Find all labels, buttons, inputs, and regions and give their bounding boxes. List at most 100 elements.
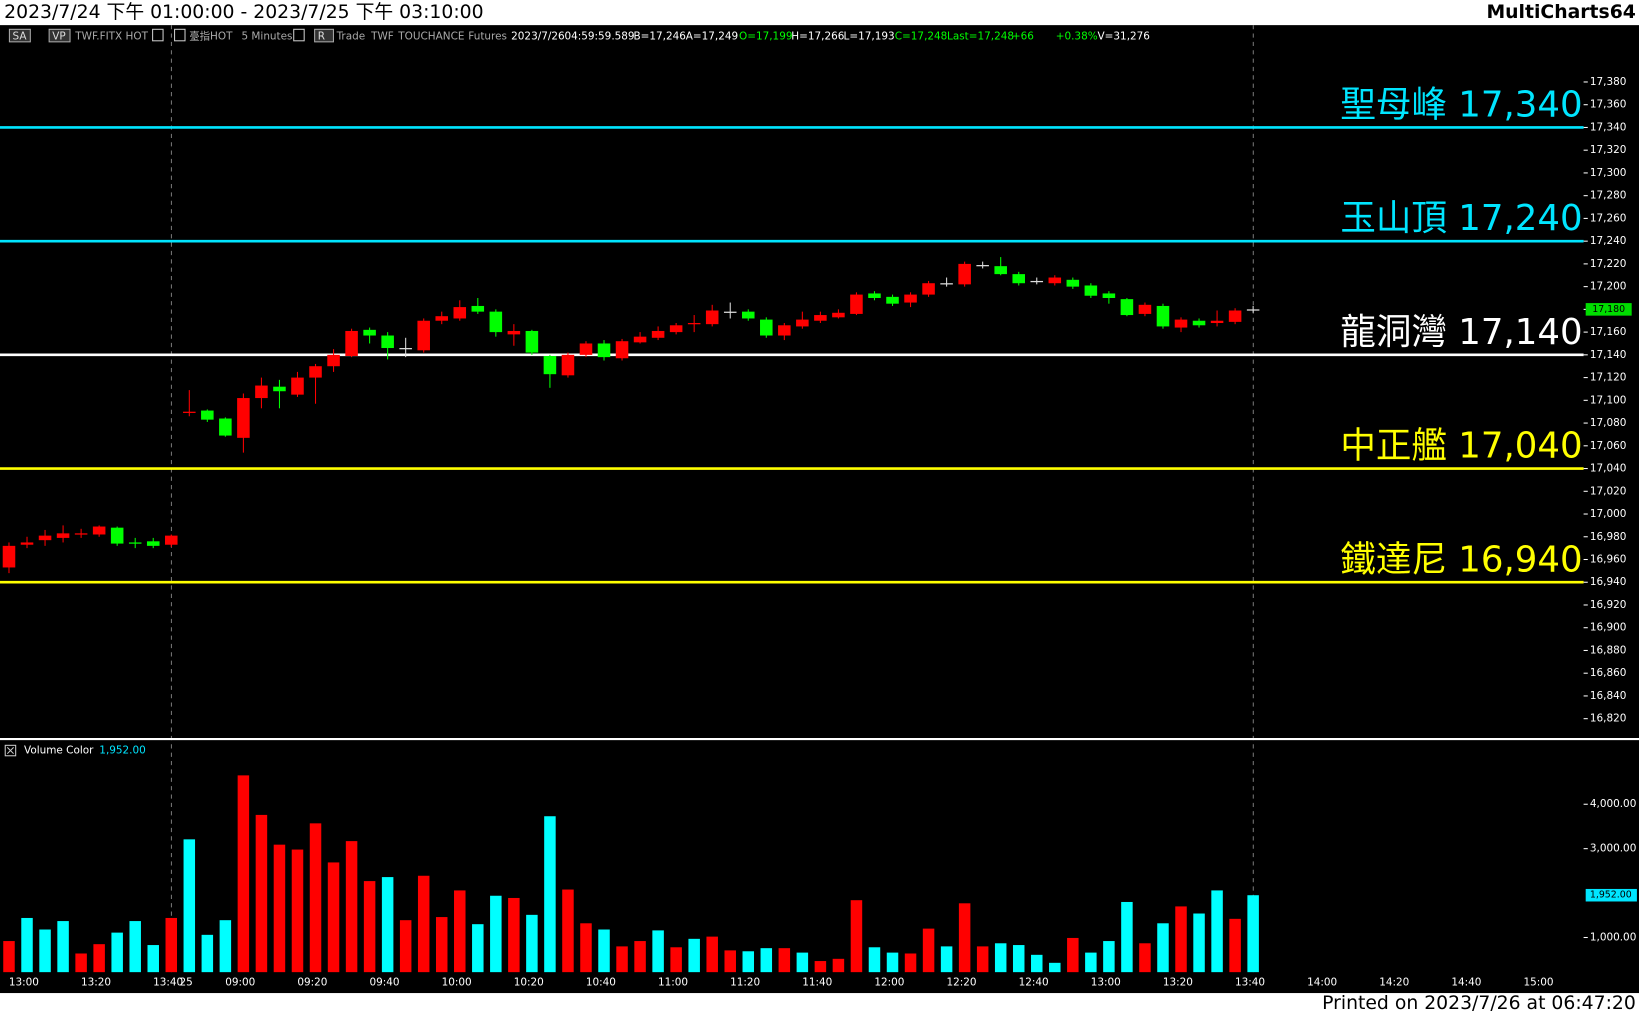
candle-body <box>1174 319 1188 328</box>
candle-body <box>1210 320 1224 324</box>
volume-bar <box>760 948 773 973</box>
candle-body <box>994 266 1007 275</box>
volume-bar <box>111 932 123 973</box>
candle-body <box>1156 305 1170 327</box>
level-label: 聖母峰 17,340 <box>1340 85 1582 126</box>
volume-bar <box>814 961 827 973</box>
volume-bar <box>345 841 358 973</box>
toolbar-text: B=17,246 <box>633 31 685 43</box>
toolbar-button[interactable] <box>48 28 71 43</box>
toolbar-text: Futures <box>468 31 507 43</box>
volume-bar <box>201 934 214 973</box>
level-label: 龍洞灣 17,140 <box>1340 312 1582 353</box>
volume-bar <box>562 889 574 973</box>
dropdown[interactable] <box>293 28 305 42</box>
x-tick-label: 11:40 <box>802 977 832 989</box>
volume-bar <box>417 875 430 973</box>
x-tick-label: 11:20 <box>730 977 760 989</box>
candle-body <box>417 320 430 351</box>
volume-bar <box>796 952 809 973</box>
x-tick-label: 12:40 <box>1019 977 1049 989</box>
x-tick-label: 09:40 <box>369 977 399 989</box>
volume-bar <box>435 917 448 973</box>
candle-body <box>615 341 629 359</box>
candle-body <box>543 355 557 375</box>
y-tick-label: 17,360 <box>1590 99 1627 111</box>
toolbar-text: A=17,249 <box>686 31 738 43</box>
candle-body <box>327 354 340 367</box>
volume-bar <box>39 929 51 973</box>
y-tick-label: 17,300 <box>1590 167 1627 179</box>
level-label: 玉山頂 17,240 <box>1340 198 1582 239</box>
close-icon[interactable] <box>4 744 17 757</box>
toolbar-text: 臺指HOT <box>189 30 233 43</box>
candle-body <box>669 325 683 333</box>
candle-body <box>579 343 593 355</box>
candle-body <box>525 330 539 353</box>
volume-bar <box>93 944 105 973</box>
toolbar: SA VP TWF.FITX HOT 臺指HOT 5 Minutes R Trade TWF T… <box>8 28 1150 43</box>
volume-bar <box>147 945 159 973</box>
volume-bar <box>1049 962 1061 973</box>
volume-bar <box>580 923 592 973</box>
volume-bar <box>616 946 628 973</box>
x-tick-label: 14:20 <box>1379 977 1409 989</box>
x-tick-label: 12:00 <box>874 977 904 989</box>
candle-body <box>760 319 773 336</box>
level-value: 17,340 <box>1458 85 1582 126</box>
toolbar-button[interactable] <box>314 28 334 43</box>
y-tick-label: 16,880 <box>1590 644 1627 656</box>
volume-bar <box>237 775 250 973</box>
x-tick-label: 10:00 <box>442 977 472 989</box>
last-value-box <box>1585 888 1637 902</box>
y-tick-label: 17,320 <box>1590 144 1627 156</box>
toolbar-text: V=31,276 <box>1098 31 1150 43</box>
y-tick-label: 17,080 <box>1590 417 1627 429</box>
x-tick-label: 13:00 <box>9 977 39 989</box>
x-tick-label: 10:40 <box>586 977 616 989</box>
candle-body <box>255 385 268 399</box>
level-value: 17,140 <box>1458 312 1582 353</box>
y-tick-label: 17,280 <box>1590 190 1627 202</box>
volume-bar <box>1175 906 1187 973</box>
level-value: 17,240 <box>1458 198 1582 239</box>
candle-body <box>1192 320 1206 326</box>
toolbar-text: 5 Minutes <box>241 31 292 43</box>
candle-body <box>201 410 214 420</box>
volume-bar <box>1031 954 1043 973</box>
y-tick-label: 16,820 <box>1590 713 1627 725</box>
app-name: MultiCharts64 <box>1486 2 1635 23</box>
candle-body <box>38 535 52 541</box>
candle-body <box>705 310 719 325</box>
toolbar-text: C=17,248 <box>895 31 948 43</box>
y-tick-label: 4,000.00 <box>1590 798 1636 810</box>
candle-body <box>219 418 232 436</box>
volume-bar <box>129 921 141 973</box>
volume-bar <box>454 890 466 973</box>
y-tick-label: 17,380 <box>1590 76 1627 88</box>
level-label: 中正艦 17,040 <box>1340 426 1582 467</box>
volume-bar <box>21 917 33 973</box>
x-tick-label: 13:40 <box>1235 977 1265 989</box>
dropdown[interactable] <box>174 28 186 42</box>
volume-bar <box>255 814 268 973</box>
y-tick-label: 17,100 <box>1590 394 1627 406</box>
level-value: 16,940 <box>1458 539 1582 580</box>
volume-bar <box>399 920 412 973</box>
candle-body <box>1084 285 1098 296</box>
toolbar-button[interactable] <box>8 28 31 43</box>
candle-body <box>814 315 827 321</box>
candle-body <box>237 398 250 438</box>
volume-bar <box>165 917 178 973</box>
toolbar-text: O=17,199 <box>739 31 792 43</box>
volume-bar <box>381 877 394 973</box>
volume-bar <box>1103 941 1115 973</box>
y-tick-label: 16,920 <box>1590 599 1627 611</box>
toolbar-text: Trade <box>336 31 366 43</box>
volume-bar <box>1121 901 1133 973</box>
candle-body <box>850 294 863 314</box>
x-tick-label: 13:20 <box>1163 977 1193 989</box>
candle-body <box>561 354 575 376</box>
dropdown[interactable] <box>152 28 164 42</box>
